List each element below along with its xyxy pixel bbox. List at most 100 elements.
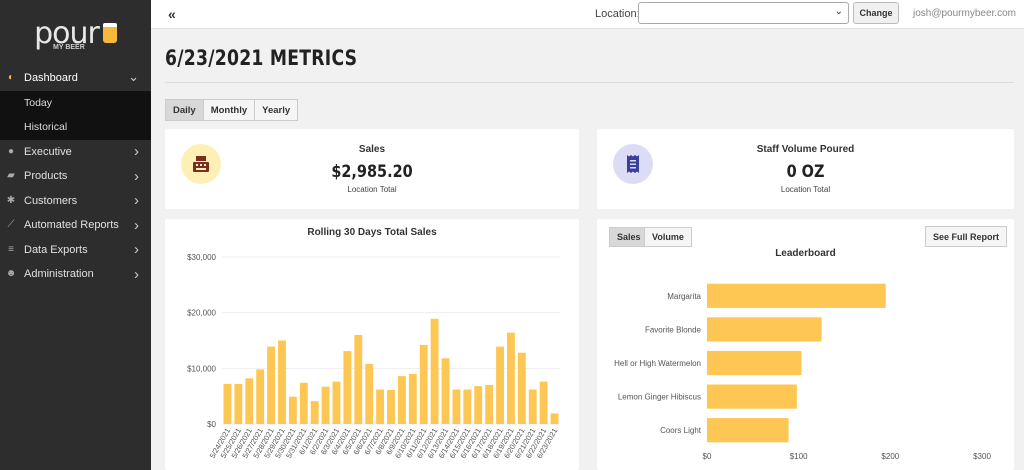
sidebar-item-administration[interactable]: ☻ Administration › bbox=[0, 262, 151, 287]
staff-card-value: 0 OZ bbox=[786, 162, 825, 182]
period-monthly-button[interactable]: Monthly bbox=[203, 99, 256, 121]
location-label: Location: bbox=[595, 8, 640, 20]
sales-bar[interactable] bbox=[496, 346, 504, 424]
y-tick-label: $10,000 bbox=[187, 364, 216, 373]
receipt-icon bbox=[613, 144, 653, 184]
chevron-down-icon: ⌄ bbox=[128, 69, 139, 84]
leaderboard-card: Sales Volume See Full Report Leaderboard… bbox=[597, 219, 1014, 470]
leaderboard-chart-title: Leaderboard bbox=[775, 248, 836, 259]
leaderboard-category-label: Hell or High Watermelon bbox=[614, 359, 701, 368]
y-tick-label: $0 bbox=[207, 420, 216, 429]
sales-bar[interactable] bbox=[245, 378, 254, 424]
sales-bar[interactable] bbox=[528, 389, 537, 424]
sales-bar[interactable] bbox=[343, 351, 352, 424]
sales-bar[interactable] bbox=[419, 344, 428, 424]
sidebar-subitem-today[interactable]: Today bbox=[0, 90, 151, 115]
leaderboard-sales-tab[interactable]: Sales bbox=[609, 227, 649, 247]
sidebar-item-label: Customers bbox=[24, 194, 78, 207]
sales-bar[interactable] bbox=[517, 352, 526, 424]
rolling-sales-chart: $0$10,000$20,000$30,0005/24/20215/25/202… bbox=[187, 253, 560, 460]
sales-bar[interactable] bbox=[485, 385, 494, 424]
sales-bar[interactable] bbox=[408, 373, 417, 424]
sales-bar[interactable] bbox=[376, 389, 385, 424]
sidebar-item-products[interactable]: ▰ Products › bbox=[0, 164, 151, 189]
leaderboard-category-label: Favorite Blonde bbox=[645, 325, 702, 334]
sidebar-item-label: Automated Reports bbox=[24, 219, 119, 232]
leaderboard-bar[interactable] bbox=[707, 418, 789, 443]
leaderboard-category-label: Coors Light bbox=[660, 426, 702, 435]
change-location-button[interactable]: Change bbox=[853, 2, 899, 24]
user-email[interactable]: josh@pourmybeer.com bbox=[913, 8, 1016, 19]
gauge-icon: ◐ bbox=[7, 72, 15, 84]
leaderboard-bar[interactable] bbox=[707, 283, 886, 308]
sales-bar[interactable] bbox=[397, 376, 406, 424]
sales-bar[interactable] bbox=[223, 383, 232, 424]
period-daily-button[interactable]: Daily bbox=[165, 99, 204, 121]
sidebar-item-label: Data Exports bbox=[24, 243, 88, 256]
sidebar-subitem-historical[interactable]: Historical bbox=[0, 115, 151, 140]
sales-bar[interactable] bbox=[463, 389, 472, 424]
chevron-right-icon: › bbox=[134, 143, 139, 161]
database-icon: ≡ bbox=[8, 243, 14, 255]
period-yearly-button[interactable]: Yearly bbox=[255, 99, 299, 121]
sales-bar[interactable] bbox=[299, 382, 308, 424]
sales-bar[interactable] bbox=[441, 358, 450, 424]
users-cog-icon: ☻ bbox=[5, 268, 17, 280]
leaderboard-bar[interactable] bbox=[707, 384, 797, 409]
collapse-sidebar-icon[interactable]: « bbox=[168, 6, 176, 22]
x-tick-label: $200 bbox=[881, 452, 899, 461]
cash-register-icon bbox=[181, 144, 221, 184]
sales-bar[interactable] bbox=[321, 386, 330, 424]
chevron-right-icon: › bbox=[134, 265, 139, 283]
beer-glass-icon bbox=[102, 23, 117, 43]
y-tick-label: $20,000 bbox=[187, 309, 216, 318]
sales-bar[interactable] bbox=[354, 334, 363, 424]
sidebar-item-customers[interactable]: ✱ Customers › bbox=[0, 189, 151, 214]
sales-bar[interactable] bbox=[332, 381, 341, 424]
staff-volume-card: Staff Volume Poured 0 OZ Location Total bbox=[597, 129, 1014, 209]
y-tick-label: $30,000 bbox=[187, 253, 216, 262]
leaderboard-volume-tab[interactable]: Volume bbox=[644, 227, 692, 247]
sales-bar[interactable] bbox=[539, 381, 548, 424]
chevron-right-icon: › bbox=[134, 192, 139, 210]
sidebar-nav: ◐ Dashboard ⌄ Today Historical ● Executive › ▰ Pr… bbox=[0, 66, 151, 287]
staff-card-subtitle: Location Total bbox=[780, 185, 831, 194]
sales-bar[interactable] bbox=[234, 383, 243, 424]
sidebar: pour MY BEER ◐ Dashboard ⌄ Today Historical ●… bbox=[0, 0, 151, 470]
page-title: 6/23/2021 METRICS bbox=[165, 46, 358, 70]
sales-bar[interactable] bbox=[387, 390, 395, 424]
chart-line-icon: ⟋ bbox=[7, 219, 15, 231]
sales-card: Sales $2,985.20 Location Total bbox=[165, 129, 579, 209]
see-full-report-button[interactable]: See Full Report bbox=[925, 226, 1008, 247]
sidebar-item-data-exports[interactable]: ≡ Data Exports › bbox=[0, 238, 151, 263]
sales-bar[interactable] bbox=[310, 401, 319, 424]
chevron-right-icon: › bbox=[134, 167, 139, 185]
sales-bar[interactable] bbox=[452, 389, 461, 424]
leaderboard-bar[interactable] bbox=[707, 317, 822, 342]
folder-icon: ▰ bbox=[7, 170, 15, 182]
sales-card-title: Sales bbox=[358, 144, 386, 155]
sidebar-item-executive[interactable]: ● Executive › bbox=[0, 140, 151, 165]
sales-bar[interactable] bbox=[267, 346, 275, 424]
sales-bar[interactable] bbox=[430, 318, 439, 424]
leaderboard-category-label: Lemon Ginger Hibiscus bbox=[618, 393, 701, 402]
sales-bar[interactable] bbox=[550, 413, 559, 424]
leaderboard-bar[interactable] bbox=[707, 350, 802, 376]
sales-bar[interactable] bbox=[256, 369, 265, 424]
sidebar-item-automated-reports[interactable]: ⟋ Automated Reports › bbox=[0, 213, 151, 238]
sales-card-value: $2,985.20 bbox=[331, 162, 413, 182]
sales-bar[interactable] bbox=[365, 363, 374, 424]
logo-subtext: MY BEER bbox=[53, 44, 85, 51]
sales-bar[interactable] bbox=[278, 340, 286, 425]
rolling-sales-chart-title: Rolling 30 Days Total Sales bbox=[307, 227, 437, 238]
sidebar-item-dashboard[interactable]: ◐ Dashboard ⌄ bbox=[0, 66, 151, 91]
location-select[interactable]: ⌄ bbox=[638, 2, 849, 24]
chevron-right-icon: › bbox=[134, 241, 139, 259]
brand-logo[interactable]: pour MY BEER bbox=[0, 0, 151, 66]
rolling-sales-card: Rolling 30 Days Total Sales $0 $10,000 $20… bbox=[165, 219, 579, 470]
x-tick-label: $300 bbox=[973, 452, 991, 461]
sales-bar[interactable] bbox=[288, 396, 297, 424]
globe-icon: ● bbox=[7, 145, 15, 157]
sales-bar[interactable] bbox=[507, 332, 515, 424]
sales-bar[interactable] bbox=[474, 386, 483, 424]
